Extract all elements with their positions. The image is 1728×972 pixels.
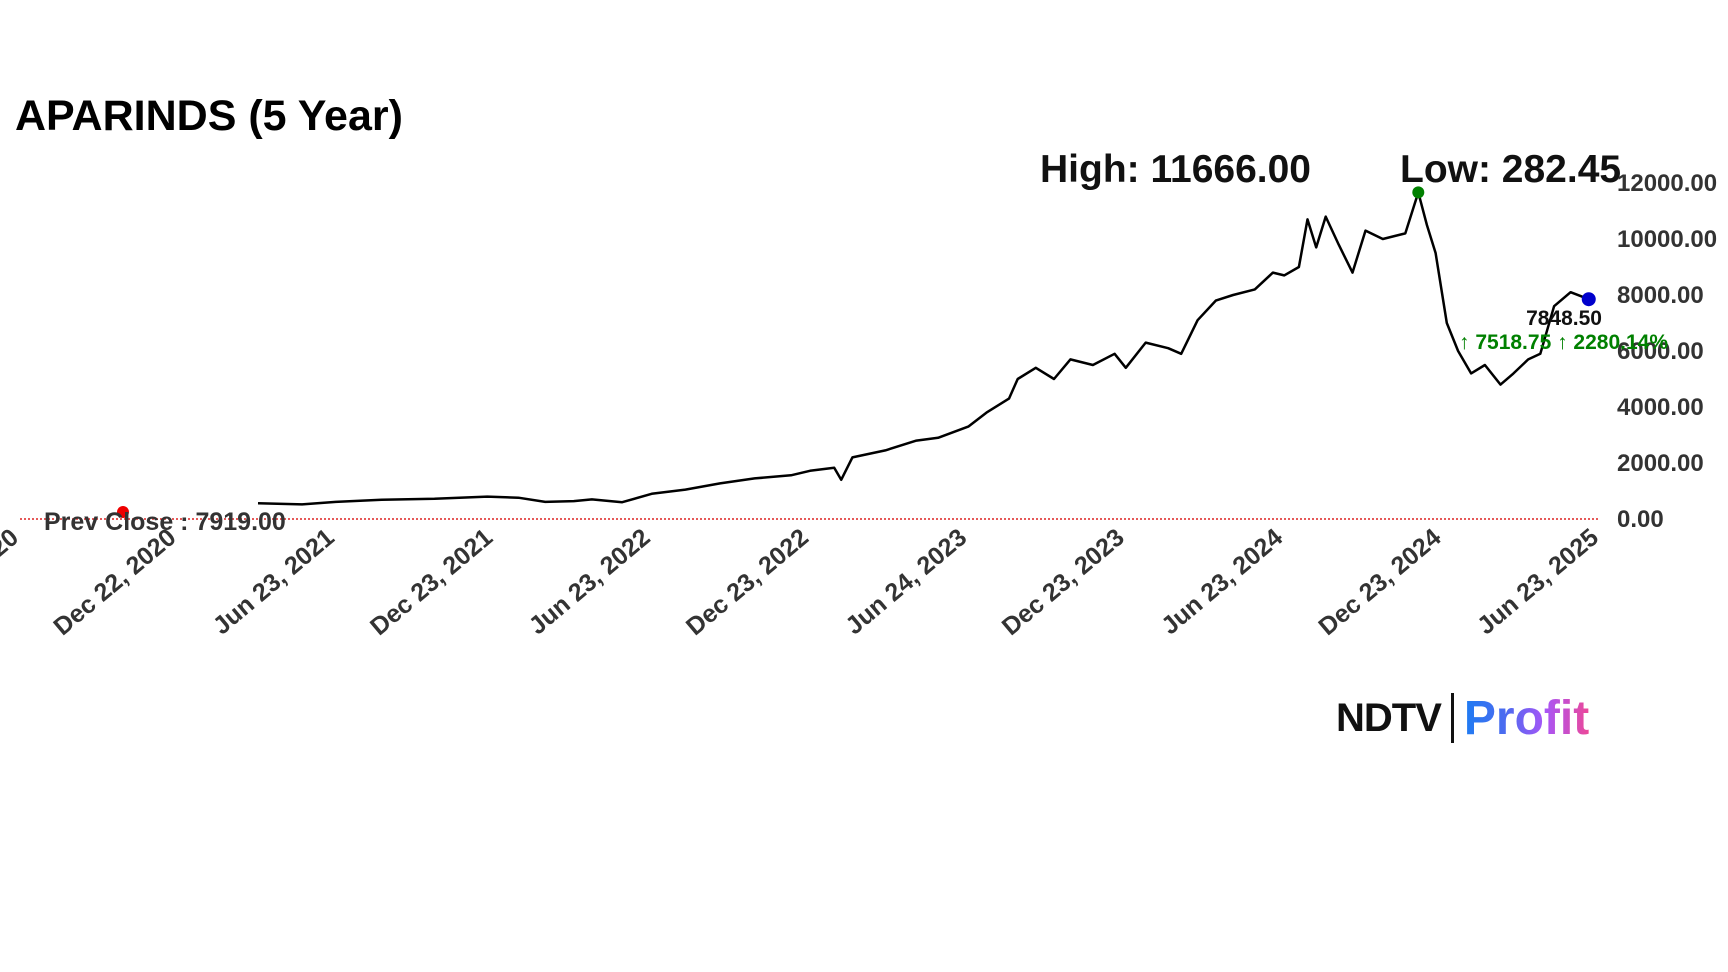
y-tick-label: 8000.00 — [1617, 282, 1704, 309]
logo-divider — [1450, 693, 1454, 743]
y-axis: 0.00 2000.00 4000.00 6000.00 8000.00 10000.00… — [1617, 170, 1717, 533]
x-tick-label: Jun 23, 2022 — [524, 523, 656, 640]
x-tick-label: Jun 24, 2023 — [840, 523, 972, 640]
x-tick-label: Dec 23, 2024 — [1313, 523, 1446, 641]
y-tick-label: 12000.00 — [1617, 170, 1717, 197]
chart-title: APARINDS (5 Year) — [15, 92, 403, 140]
x-tick-label: Jun 23, 2024 — [1156, 523, 1288, 640]
x-tick-label: Jun 23, 2020 — [0, 523, 24, 640]
high-label: High: 11666.00 — [1040, 148, 1311, 191]
last-price-marker — [1581, 292, 1596, 307]
last-price-label: 7848.50 — [1526, 307, 1602, 330]
x-tick-label: Dec 23, 2021 — [365, 523, 498, 641]
logo-brand: NDTV — [1336, 695, 1442, 740]
price-series-line — [257, 191, 1590, 506]
y-tick-label: 10000.00 — [1617, 226, 1717, 253]
y-tick-label: 0.00 — [1617, 506, 1664, 533]
logo-product: Profit — [1463, 691, 1590, 745]
y-tick-label: 6000.00 — [1617, 338, 1704, 365]
y-tick-label: 4000.00 — [1617, 394, 1704, 421]
high-marker — [1412, 186, 1425, 199]
low-label: Low: 282.45 — [1400, 148, 1622, 191]
x-tick-label: Dec 23, 2023 — [997, 523, 1130, 641]
change-label: ↑ 7518.75 ↑ 2280.14% — [1459, 331, 1668, 354]
prev-close-marker — [117, 506, 129, 518]
x-tick-label: Dec 22, 2020 — [48, 523, 181, 641]
x-tick-label: Dec 23, 2022 — [681, 523, 814, 641]
ndtv-profit-logo: NDTV Profit — [1336, 690, 1589, 746]
y-tick-label: 2000.00 — [1617, 450, 1704, 477]
x-tick-label: Jun 23, 2025 — [1472, 523, 1604, 640]
x-tick-label: Jun 23, 2021 — [208, 523, 340, 640]
prev-close-label: Prev Close : 7919.00 — [44, 508, 286, 536]
